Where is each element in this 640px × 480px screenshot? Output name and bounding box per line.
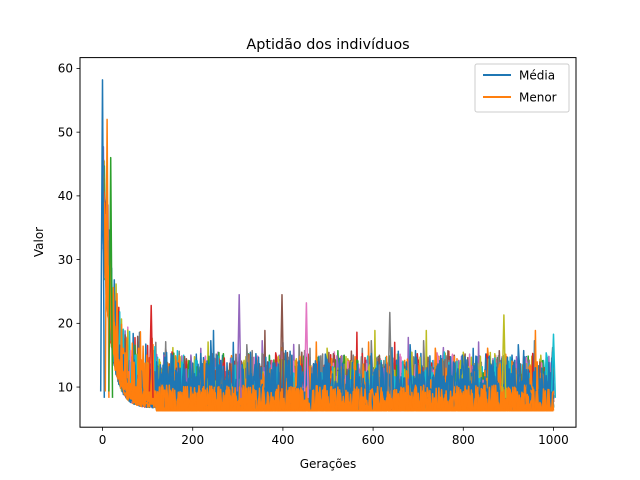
series-line-menor: [101, 199, 555, 412]
axes-frame: [79, 57, 577, 428]
peak-mark: [104, 118, 110, 398]
x-tick-label: 400: [271, 433, 294, 447]
x-axis: 0 200 400 600 800 1000: [99, 427, 569, 447]
peak-mark: [99, 79, 106, 398]
y-tick-label: 30: [58, 253, 73, 267]
plot-area: [99, 79, 557, 412]
x-tick-label: 1000: [538, 433, 569, 447]
chart-title: Aptidão dos indivíduos: [246, 37, 409, 53]
peak-mark: [279, 293, 285, 398]
legend-label-media: Média: [519, 69, 555, 83]
legend: Média Menor: [474, 63, 570, 113]
y-tick-label: 40: [58, 189, 73, 203]
y-tick-label: 50: [58, 125, 73, 139]
peak-mark: [550, 333, 557, 398]
y-axis-label: Valor: [32, 227, 46, 257]
peak-mark: [108, 156, 114, 398]
y-tick-label: 10: [58, 380, 73, 394]
peak-mark: [387, 311, 393, 398]
y-tick-label: 20: [58, 317, 73, 331]
y-tick-label: 60: [58, 62, 73, 76]
series-group: [99, 79, 557, 412]
x-tick-label: 600: [362, 433, 385, 447]
x-tick-label: 0: [99, 433, 107, 447]
peak-mark: [148, 304, 154, 398]
peak-mark: [236, 293, 242, 398]
x-tick-label: 800: [452, 433, 475, 447]
legend-label-menor: Menor: [519, 91, 557, 105]
x-axis-label: Gerações: [300, 457, 357, 471]
y-axis: 10 20 30 40 50 60: [58, 62, 80, 394]
peak-mark: [303, 302, 309, 398]
x-tick-label: 200: [181, 433, 204, 447]
peak-mark: [501, 314, 507, 398]
